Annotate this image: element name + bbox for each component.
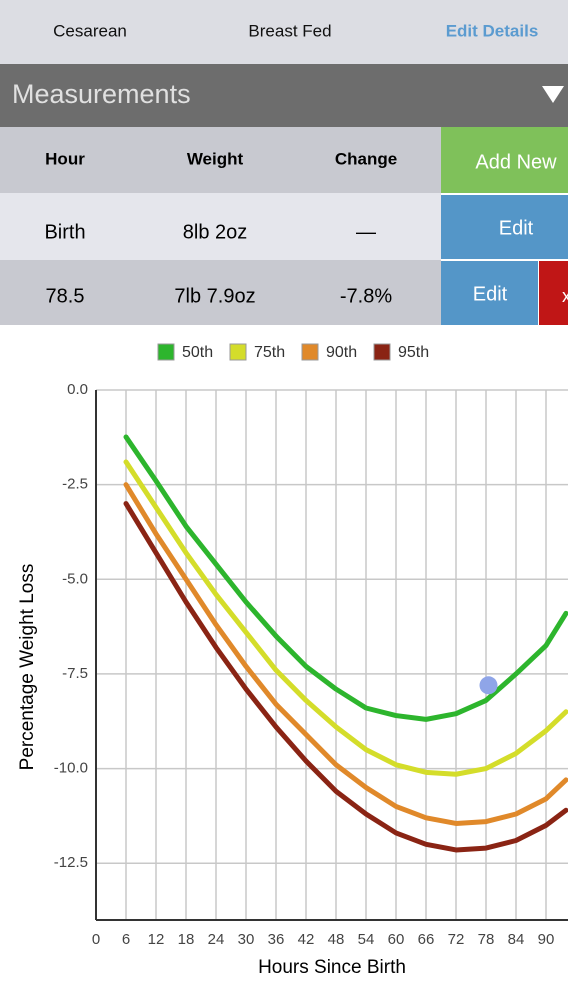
x-tick-label: 42: [298, 931, 315, 948]
y-tick-label: 0.0: [67, 381, 88, 398]
details-bar: [0, 0, 568, 64]
cell: Birth: [44, 221, 85, 243]
y-axis-title: Percentage Weight Loss: [17, 564, 38, 771]
x-tick-label: 84: [508, 931, 525, 948]
row: [0, 260, 441, 325]
legend-label: 95th: [398, 344, 429, 361]
chart-background: [0, 325, 568, 1008]
section-bar[interactable]: [0, 64, 568, 127]
cell: —: [356, 221, 376, 243]
series-line: [123, 434, 568, 722]
y-tick-label: -7.5: [62, 665, 88, 682]
x-tick-label: 66: [418, 931, 435, 948]
delivery: Cesarean: [53, 21, 127, 40]
edit-label: Edit: [473, 283, 508, 305]
table-header: [0, 127, 441, 193]
edit-button[interactable]: [441, 195, 568, 259]
x-tick-label: 6: [122, 931, 130, 948]
x-tick-label: 48: [328, 931, 345, 948]
delete-label: x: [562, 286, 568, 306]
y-tick-label: -2.5: [62, 476, 88, 493]
x-axis-title: Hours Since Birth: [258, 957, 406, 978]
series-line: [123, 482, 568, 826]
edit-details[interactable]: Edit Details: [446, 21, 539, 40]
col-header: Change: [335, 149, 397, 168]
section-title: Measurements: [12, 79, 191, 109]
legend-label: 50th: [182, 344, 213, 361]
x-tick-label: 54: [358, 931, 375, 948]
series-line: [123, 501, 568, 853]
x-tick-label: 0: [92, 931, 100, 948]
cell: 7lb 7.9oz: [174, 285, 255, 307]
x-tick-label: 30: [238, 931, 255, 948]
delete-button[interactable]: [539, 261, 568, 325]
collapse-icon[interactable]: [542, 86, 564, 103]
legend-swatch: [373, 343, 391, 361]
edit-button[interactable]: [441, 261, 538, 325]
add-label: Add New: [475, 151, 557, 173]
legend-label: 90th: [326, 344, 357, 361]
x-tick-label: 60: [388, 931, 405, 948]
edit-label: Edit: [499, 217, 534, 239]
col-header: Hour: [45, 149, 85, 168]
legend-swatch: [301, 343, 319, 361]
x-tick-label: 12: [148, 931, 165, 948]
y-tick-label: -12.5: [54, 854, 88, 871]
y-tick-label: -10.0: [54, 760, 88, 777]
x-tick-label: 24: [208, 931, 225, 948]
x-tick-label: 72: [448, 931, 465, 948]
y-tick-label: -5.0: [62, 570, 88, 587]
measurement-point: [479, 676, 498, 695]
series-line: [123, 459, 568, 777]
add-button[interactable]: [441, 127, 568, 193]
x-tick-label: 36: [268, 931, 285, 948]
x-tick-label: 78: [478, 931, 495, 948]
legend-swatch: [157, 343, 175, 361]
x-tick-label: 18: [178, 931, 195, 948]
cell: 78.5: [46, 285, 85, 307]
cell: 8lb 2oz: [183, 221, 248, 243]
chart: 0.0 -2.5 -5.0 -7.5 -10.0 -12.5 0 6 12 18 24 30 36 42 4…: [17, 343, 568, 978]
legend-label: 75th: [254, 344, 285, 361]
legend-swatch: [229, 343, 247, 361]
cell: -7.8%: [340, 285, 392, 307]
col-header: Weight: [187, 149, 244, 168]
row: [0, 193, 441, 260]
feeding: Breast Fed: [248, 21, 331, 40]
x-tick-label: 90: [538, 931, 555, 948]
